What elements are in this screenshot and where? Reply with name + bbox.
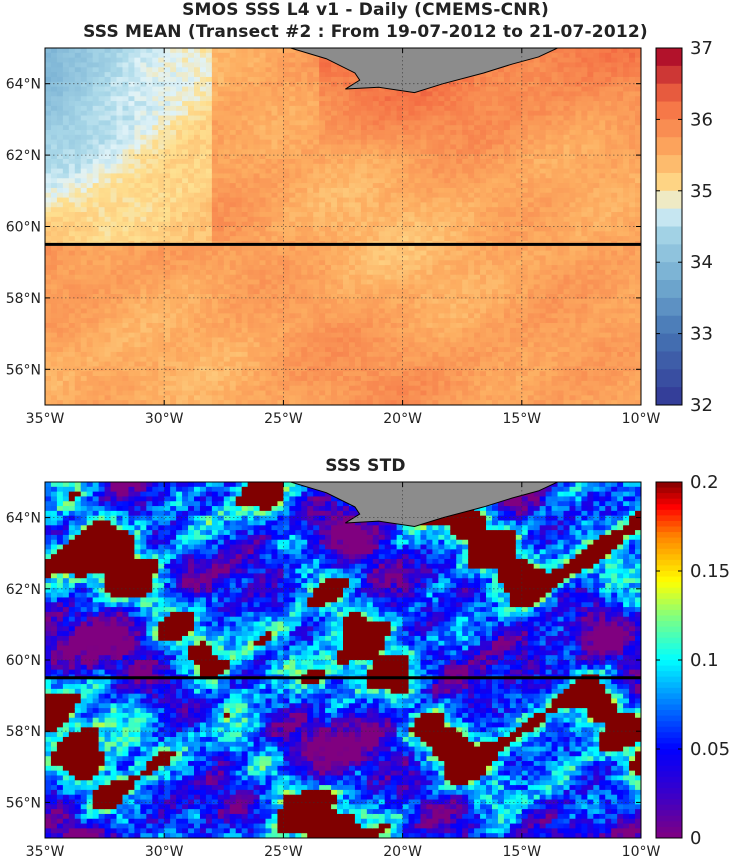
std-colorbar-tick-label: 0.1 <box>690 650 719 671</box>
mean-x-tick-label: 15°W <box>502 411 541 427</box>
mean-colorbar-tick-label: 33 <box>690 324 713 345</box>
mean-y-tick-label: 58°N <box>6 291 41 307</box>
mean-colorbar-tick-label: 34 <box>690 252 713 273</box>
std-colorbar-tick-label: 0.05 <box>690 739 730 760</box>
mean-map: 35°W 30°W 25°W 20°W 15°W 10°W 64°N 62°N 60°N 58°N… <box>6 38 713 427</box>
std-x-tick-label: 30°W <box>145 844 184 860</box>
mean-colorbar: 37 36 35 34 33 32 <box>655 38 713 416</box>
std-x-tick-label: 20°W <box>383 844 422 860</box>
std-y-tick-label: 62°N <box>6 582 41 598</box>
std-y-tick-label: 60°N <box>6 653 41 669</box>
mean-x-tick-label: 35°W <box>26 411 65 427</box>
mean-x-tick-label: 10°W <box>622 411 661 427</box>
std-y-tick-label: 58°N <box>6 724 41 740</box>
std-chart-title: SSS STD <box>325 456 406 476</box>
std-colorbar-tick-label: 0 <box>690 828 701 849</box>
mean-colorbar-tick-label: 36 <box>690 109 713 130</box>
mean-x-tick-label: 20°W <box>383 411 422 427</box>
mean-colorbar-tick-label: 32 <box>690 395 713 416</box>
mean-colorbar-tick-label: 37 <box>690 38 713 59</box>
mean-y-tick-label: 62°N <box>6 148 41 164</box>
mean-y-tick-label: 56°N <box>6 362 41 378</box>
std-x-tick-label: 35°W <box>26 844 65 860</box>
std-y-tick-label: 56°N <box>6 795 41 811</box>
std-x-tick-label: 25°W <box>264 844 303 860</box>
mean-colorbar-tick-label: 35 <box>690 181 713 202</box>
std-x-tick-label: 10°W <box>622 844 661 860</box>
mean-y-tick-label: 64°N <box>6 77 41 93</box>
std-field <box>45 482 641 838</box>
std-colorbar-tick-label: 0.15 <box>690 561 730 582</box>
std-colorbar: 0.20.150.10.050 <box>655 472 730 849</box>
std-y-tick-label: 64°N <box>6 511 41 527</box>
mean-x-tick-label: 25°W <box>264 411 303 427</box>
std-grid <box>45 482 641 838</box>
mean-x-tick-label: 30°W <box>145 411 184 427</box>
iceland-landmass <box>290 482 558 528</box>
std-x-tick-label: 15°W <box>502 844 541 860</box>
mean-y-tick-label: 60°N <box>6 220 41 236</box>
